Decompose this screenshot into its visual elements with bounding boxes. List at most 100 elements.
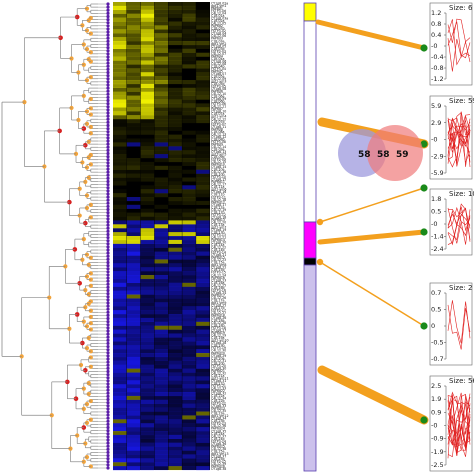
heatmap-cell <box>140 341 155 346</box>
heatmap-cell <box>140 329 155 334</box>
heatmap-cell <box>154 5 169 10</box>
heatmap-cell <box>154 25 169 30</box>
dendrogram-leaf-node <box>106 257 110 261</box>
heatmap-cell <box>182 294 196 299</box>
heatmap-cell <box>168 345 182 350</box>
heatmap-cell <box>196 360 210 365</box>
row-label: C1B.08b <box>211 137 225 141</box>
heatmap-cell <box>113 278 127 283</box>
profile-line <box>447 395 471 457</box>
heatmap-cell <box>182 290 196 295</box>
row-label: C1B.19b <box>211 344 225 348</box>
dendrogram-leaf-node <box>106 80 110 84</box>
heatmap-cell <box>126 278 141 283</box>
heatmap-cell <box>196 216 210 221</box>
cluster-segment <box>303 264 317 472</box>
heatmap-cell <box>126 263 141 268</box>
venn-right-circle <box>367 125 423 181</box>
heatmap-cell <box>196 232 210 237</box>
row-label: PAP6d24 <box>211 427 225 431</box>
row-label: FSTP3-10 <box>211 175 226 179</box>
row-label: C4L12.06 <box>211 34 226 38</box>
heatmap-cell <box>140 103 155 108</box>
dendrogram-leaf-node <box>106 360 110 364</box>
heatmap-cell <box>168 263 182 268</box>
heatmap-cell <box>140 146 155 151</box>
heatmap-cell <box>168 169 182 174</box>
row-label: C4L12.35 <box>211 409 226 413</box>
row-label: C4L12.29 <box>211 334 226 338</box>
heatmap-cell <box>140 64 155 69</box>
dendrogram-leaf-node <box>106 282 110 286</box>
heatmap-cell <box>154 290 169 295</box>
row-label: C4L12.24 <box>211 273 226 277</box>
heatmap-cell <box>113 134 127 139</box>
row-label: FSTP3-21 <box>211 384 226 388</box>
heatmap-cell <box>154 239 169 244</box>
row-label: CY1g8.13 <box>211 150 226 154</box>
heatmap-cell <box>113 356 127 361</box>
heatmap-cell <box>154 107 169 112</box>
heatmap-cell <box>154 37 169 42</box>
heatmap-cell <box>182 392 196 397</box>
profile-tick-label: -1.2 <box>431 75 444 83</box>
row-label: CY1g8.31 <box>211 379 226 383</box>
dendrogram-leaf-node <box>106 425 110 430</box>
row-label: FSTP3-13 <box>211 233 226 237</box>
heatmap-cell <box>126 111 141 116</box>
heatmap-cell <box>168 154 182 159</box>
dendrogram-leaf-node <box>106 251 110 255</box>
dendrogram-leaf-node <box>106 17 110 22</box>
dendrogram-leaf-node <box>106 211 110 215</box>
heatmap-cell <box>168 13 182 18</box>
heatmap-cell <box>126 232 141 237</box>
heatmap-cell <box>113 68 127 73</box>
heatmap-cell <box>196 395 210 400</box>
heatmap-cell <box>168 150 182 155</box>
heatmap-cell <box>140 2 155 7</box>
dendrogram-leaf-node <box>106 288 110 293</box>
heatmap-cell <box>196 95 210 100</box>
heatmap-cell <box>140 126 155 131</box>
profile-line <box>447 396 471 458</box>
heatmap-cell <box>182 25 196 30</box>
row-label: C1B.14a <box>211 243 225 247</box>
heatmap-cell <box>140 392 155 397</box>
heatmap-cell <box>154 119 169 124</box>
heatmap-cell <box>113 247 127 252</box>
heatmap-cell <box>154 9 169 14</box>
heatmap-cell <box>113 353 127 358</box>
heatmap-cell <box>113 267 127 272</box>
heatmap-cell <box>140 5 155 10</box>
heatmap-cell <box>113 158 127 163</box>
heatmap-cell <box>168 399 182 404</box>
dendrogram-leaf-node <box>106 21 110 25</box>
heatmap-cell <box>182 434 196 439</box>
heatmap-cell <box>140 450 155 455</box>
heatmap-cell <box>140 427 155 432</box>
heatmap-cell <box>182 325 196 330</box>
heatmap-cell <box>196 325 210 330</box>
row-label: PAP6d16 <box>211 276 225 280</box>
dendrogram-leaf-node <box>106 226 110 230</box>
heatmap-cell <box>182 158 196 163</box>
heatmap-cell <box>154 298 169 303</box>
dendrogram-leaf-node <box>106 142 110 146</box>
profile-line <box>447 122 471 167</box>
heatmap-cell <box>196 87 210 92</box>
heatmap-cell <box>113 165 127 170</box>
dendrogram-leaf-node <box>106 86 110 90</box>
dendrogram-leaf-node <box>106 173 110 177</box>
heatmap-cell <box>196 212 210 217</box>
heatmap-cell <box>196 259 210 264</box>
row-label: FSTP3-19 <box>211 346 226 350</box>
profile-tick-label: -0 <box>431 136 437 144</box>
row-label: PAP6d6 <box>211 90 223 94</box>
dendrogram-leaf-node <box>106 232 110 237</box>
heatmap-cell <box>182 239 196 244</box>
heatmap-cell <box>182 356 196 361</box>
heatmap-cell <box>113 41 127 46</box>
row-label: PAP6d4 <box>211 54 223 58</box>
row-label: CY1g8.27 <box>211 329 226 333</box>
heatmap-cell <box>113 52 127 57</box>
